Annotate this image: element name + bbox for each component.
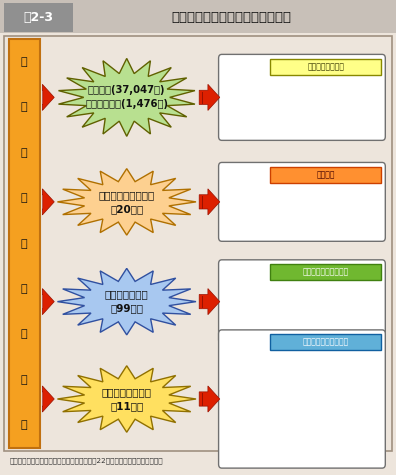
- FancyArrow shape: [42, 85, 54, 110]
- Text: 公: 公: [21, 238, 27, 249]
- Polygon shape: [59, 58, 195, 136]
- Text: 損害賠償請求等の妨害: 損害賠償請求等の妨害: [303, 338, 349, 347]
- FancyBboxPatch shape: [270, 264, 381, 280]
- Text: 注：（　）内は、暴力団対策法施行以降平成22年末までの発出件数を示す。: 注：（ ）内は、暴力団対策法施行以降平成22年末までの発出件数を示す。: [10, 457, 164, 464]
- FancyBboxPatch shape: [4, 3, 73, 32]
- FancyArrow shape: [42, 386, 54, 412]
- Text: 請求妨害防止命令
（11件）: 請求妨害防止命令 （11件）: [102, 387, 152, 411]
- Text: 道: 道: [21, 103, 27, 113]
- FancyBboxPatch shape: [219, 330, 385, 468]
- Text: 都: 都: [21, 57, 27, 67]
- Text: 賞揚等禁止命令
（99件）: 賞揚等禁止命令 （99件）: [105, 290, 148, 314]
- Text: 暴力行為の賞揚・慰労: 暴力行為の賞揚・慰労: [303, 268, 349, 276]
- FancyArrow shape: [199, 85, 220, 110]
- Polygon shape: [57, 366, 196, 432]
- FancyArrow shape: [42, 189, 54, 215]
- Text: 安: 安: [21, 284, 27, 294]
- FancyBboxPatch shape: [270, 334, 381, 351]
- Text: 会: 会: [21, 420, 27, 430]
- Text: 図2-3: 図2-3: [23, 11, 53, 24]
- Polygon shape: [57, 169, 196, 235]
- FancyArrow shape: [199, 288, 220, 315]
- Text: 暴力的要求行為等: 暴力的要求行為等: [307, 62, 344, 71]
- FancyArrow shape: [199, 386, 220, 412]
- Text: 府: 府: [21, 148, 27, 158]
- FancyBboxPatch shape: [219, 162, 385, 241]
- Text: 員: 員: [21, 375, 27, 385]
- Text: 委: 委: [21, 330, 27, 340]
- FancyArrow shape: [42, 288, 54, 315]
- Text: 対立抗争: 対立抗争: [316, 171, 335, 179]
- FancyBboxPatch shape: [270, 167, 381, 183]
- FancyBboxPatch shape: [270, 58, 381, 75]
- Text: 中止命令(37,047件)
再発防止命令(1,476件): 中止命令(37,047件) 再発防止命令(1,476件): [85, 86, 168, 109]
- FancyBboxPatch shape: [9, 39, 40, 448]
- FancyBboxPatch shape: [219, 260, 385, 343]
- FancyBboxPatch shape: [219, 55, 385, 141]
- FancyBboxPatch shape: [0, 0, 396, 33]
- FancyArrow shape: [199, 189, 220, 215]
- Polygon shape: [57, 268, 196, 335]
- Text: 事務所使用制限命令
（20件）: 事務所使用制限命令 （20件）: [99, 190, 155, 214]
- FancyBboxPatch shape: [4, 36, 392, 451]
- Text: 暴力団対策法に基づく命令の概要: 暴力団対策法に基づく命令の概要: [171, 11, 292, 24]
- Text: 県: 県: [21, 193, 27, 203]
